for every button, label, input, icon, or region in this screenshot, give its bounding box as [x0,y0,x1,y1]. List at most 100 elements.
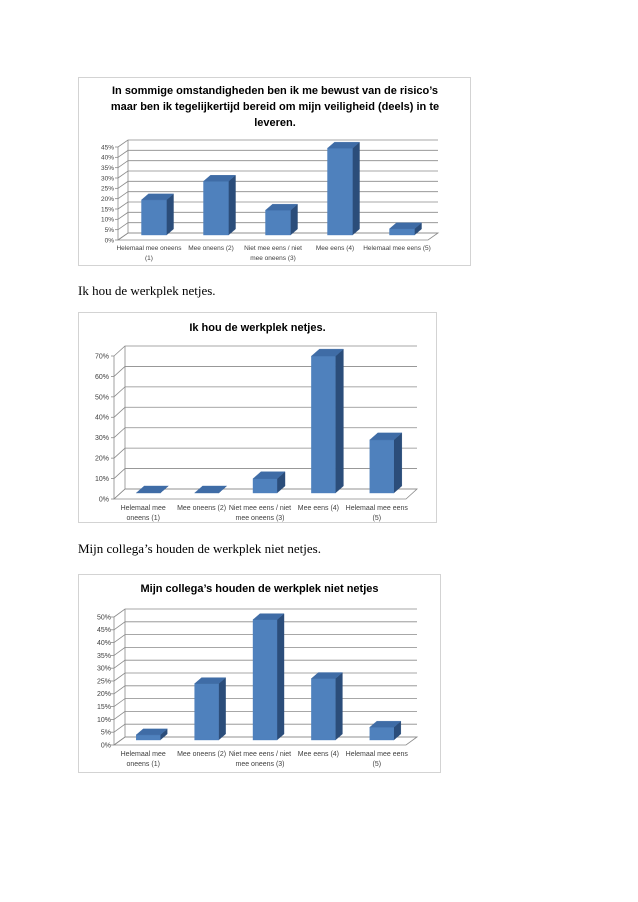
bar-top-face [264,203,299,211]
x-tick-label: Mee eens (4) [315,245,355,252]
bar-top-face [388,222,423,230]
y-tick-label: 20% [95,456,109,463]
bar-side-face [218,677,226,741]
y-tick-label: 35% [101,165,114,172]
bar-side-face [393,432,402,494]
y-tick-label: 15% [101,206,114,213]
bar-top-face [369,432,403,441]
y-tick-label: 45% [97,627,111,634]
bar-side-face [352,141,360,236]
gridline [117,160,438,168]
bar-top-face [310,672,343,679]
x-tick-label: Mee eens (4) [297,751,340,758]
y-tick-label: 10% [95,476,109,483]
x-tick-label: Mee oneens (2) [177,505,227,512]
bar-side-face [335,672,343,741]
bar-front-face [265,209,291,236]
y-tick-label: 20% [101,196,114,203]
bar-top-face [135,485,169,494]
x-tick-label: Niet mee eens / niet mee oneens (3) [228,505,292,522]
gridline [113,406,417,418]
chart-risk-awareness: In sommige omstandigheden ben ik me bewu… [78,77,471,266]
bar [310,348,344,494]
x-tick-label: Mee oneens (2) [188,245,234,252]
chart-title: Ik hou de werkplek netjes. [189,322,326,334]
bar-side-face [228,174,236,236]
gridline [113,345,417,357]
chart-floor [112,488,419,500]
section-heading: Ik hou de werkplek netjes. [78,283,216,298]
y-tick-label: 30% [95,435,109,442]
bar-side-face [276,613,285,741]
bar [310,672,343,741]
bar-front-face [369,726,394,741]
x-tick-label: Mee eens (4) [297,505,340,512]
chart-tidy-workplace: Ik hou de werkplek netjes. 0% 10% 20% 30% 40… [78,312,437,523]
bar [326,141,361,236]
gridline [113,386,417,398]
x-tick-label: Helemaal mee eens (5) [345,505,408,522]
bar [252,471,286,494]
gridline [117,139,438,148]
gridline [113,366,417,377]
x-tick-label: Helemaal mee eens (5) [363,245,431,252]
y-tick-label: 60% [95,374,109,381]
x-tick-label: Helemaal mee oneens (1) [120,751,166,768]
y-tick-label: 0% [101,742,111,749]
y-tick-label: 10% [101,217,114,224]
bar-top-face [140,193,175,201]
bar [202,174,237,236]
chart-floor [116,232,440,241]
x-tick-label: Niet mee eens / niet mee oneens (3) [244,245,302,262]
y-tick-label: 5% [105,227,115,234]
bar-top-face [202,175,237,182]
gridline [113,427,417,439]
bar-top-face [194,485,228,494]
y-tick-label: 70% [95,353,109,360]
bar-top-face [326,141,361,149]
bar-front-face [141,199,167,236]
bar-side-face [166,193,174,236]
x-tick-label: Helemaal mee eens (5) [345,751,408,768]
y-tick-label: 25% [101,186,114,193]
chart-plot: 0% 10% 20% 30% 40% 50% 60% 70% [95,345,419,503]
bar [264,203,299,236]
bar-front-face [252,478,278,494]
bar [194,485,228,494]
chart-plot: 0% 5% 10% 15% 20% 25% 30% 35% 40% 45% 50% [97,608,419,749]
x-tick-label: Helemaal mee oneens (1) [116,245,182,262]
x-tick-label: Helemaal mee oneens (1) [120,505,166,522]
y-tick-label: 40% [97,640,111,647]
gridline [117,180,438,189]
bar-top-face [369,720,402,728]
bar-front-face [311,678,336,741]
y-tick-label: 25% [97,678,111,685]
bar [369,720,402,741]
bar-front-face [136,734,161,741]
y-tick-label: 30% [97,666,111,673]
y-tick-label: 40% [95,415,109,422]
bar-front-face [252,619,278,741]
bar-front-face [327,147,353,236]
bar-top-face [135,728,168,736]
chart-colleagues-workplace: Mijn collega’s houden de werkplek niet n… [78,574,441,773]
y-tick-label: 40% [101,155,114,162]
bar-front-face [389,228,415,236]
y-tick-label: 0% [105,237,115,244]
bar-front-face [203,181,229,236]
y-tick-label: 50% [95,394,109,401]
y-tick-label: 20% [97,691,111,698]
y-tick-label: 5% [101,730,111,737]
gridline [117,149,438,158]
bar-top-face [310,348,344,357]
bar-front-face [369,439,394,494]
chart-title: Mijn collega’s houden de werkplek niet n… [140,583,379,595]
section-heading: Mijn collega’s houden de werkplek niet n… [78,541,321,556]
chart-floor [112,736,419,746]
bar [194,677,227,741]
bar-front-face [311,355,336,494]
bar [388,222,423,236]
bar-top-face [252,471,286,479]
bar-top-face [194,677,227,684]
bar [140,193,175,236]
